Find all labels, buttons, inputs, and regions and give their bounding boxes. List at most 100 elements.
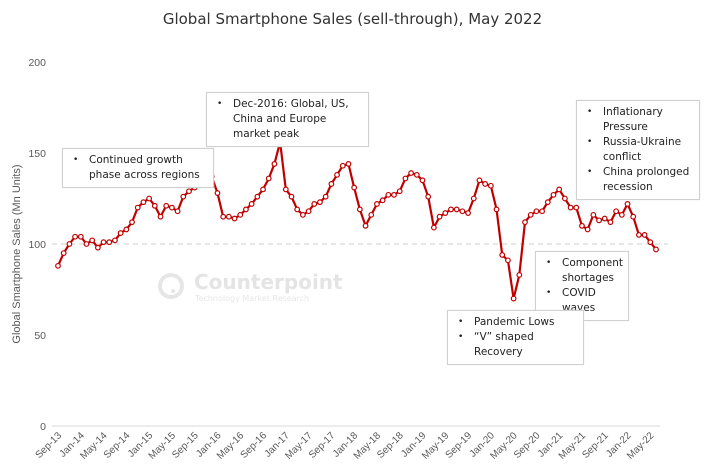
data-point (134, 204, 141, 211)
data-point (527, 211, 534, 218)
data-point (641, 231, 648, 238)
data-point (322, 193, 329, 200)
data-point (550, 191, 557, 198)
data-point (573, 204, 580, 211)
data-point (214, 190, 221, 196)
data-point (544, 199, 551, 206)
annotation-item: Russia-Ukraine conflict (585, 135, 691, 165)
data-point (123, 226, 130, 233)
data-point (237, 211, 244, 218)
y-tick-label: 0 (40, 421, 46, 433)
data-point (436, 213, 443, 220)
data-point (601, 215, 608, 222)
data-point (305, 208, 312, 215)
data-point (180, 193, 187, 200)
data-point (618, 211, 625, 218)
y-axis-label: Global Smartphone Sales (Mn Units) (11, 164, 23, 343)
counterpoint-watermark: Counterpoint Technology Market Research (158, 270, 343, 306)
data-point (499, 252, 506, 258)
data-point (624, 201, 631, 207)
x-tick-label: Sep-16 (239, 430, 270, 461)
data-point (356, 206, 363, 213)
data-point (584, 226, 591, 233)
data-point (231, 215, 238, 222)
data-point (271, 161, 278, 167)
data-point (408, 170, 415, 176)
data-point (653, 246, 659, 253)
annotation-component-shortages: Component shortages COVID waves (535, 251, 629, 321)
data-point (613, 208, 620, 215)
x-tick-label: Sep-19 (444, 430, 475, 461)
x-tick-label: Sep-14 (102, 430, 133, 461)
x-tick-label: Sep-18 (375, 430, 406, 461)
data-point (459, 208, 466, 215)
data-point (225, 213, 232, 220)
data-point (129, 219, 135, 226)
data-point (567, 204, 574, 211)
data-point (482, 181, 489, 187)
data-point (220, 213, 227, 220)
data-point (174, 208, 181, 215)
data-point (607, 219, 614, 226)
data-point (339, 162, 346, 169)
data-point (636, 231, 642, 238)
data-point (470, 195, 477, 202)
data-point (556, 186, 563, 193)
data-point (430, 224, 437, 231)
data-point (453, 206, 460, 213)
data-point (186, 188, 192, 195)
data-point (391, 191, 397, 198)
chart-title: Global Smartphone Sales (sell-through), … (162, 10, 543, 28)
watermark-tagline: Technology Market Research (195, 294, 310, 303)
data-point (288, 193, 295, 200)
data-point (100, 239, 107, 246)
data-point (157, 213, 164, 220)
data-point (419, 177, 426, 184)
data-point (117, 230, 124, 236)
data-point (476, 177, 483, 184)
data-point (299, 211, 306, 218)
data-point (396, 188, 403, 195)
data-point (248, 201, 255, 207)
data-point (505, 257, 511, 264)
annotation-item: Dec-2016: Global, US, China and Europe m… (215, 97, 360, 142)
data-point (385, 191, 392, 198)
data-point (647, 239, 654, 246)
annotation-item: China prolonged recession (585, 165, 691, 195)
annotation-item: Pandemic Lows (456, 315, 575, 330)
data-point (77, 233, 84, 240)
sales-series-line (56, 140, 657, 300)
data-point (334, 171, 340, 178)
data-point (561, 195, 568, 202)
data-point (579, 222, 585, 229)
data-point (596, 217, 602, 224)
data-point (448, 206, 454, 213)
annotation-item: Continued growth phase across regions (71, 153, 205, 183)
y-tick-label: 50 (34, 330, 46, 342)
annotation-item: Inflationary Pressure (585, 105, 691, 135)
data-point (260, 186, 266, 193)
data-point (60, 250, 67, 257)
data-point (106, 239, 113, 246)
data-point (163, 202, 170, 209)
data-point (487, 182, 494, 189)
data-point (328, 181, 335, 187)
data-point (413, 171, 420, 178)
data-point (282, 186, 289, 193)
data-point (140, 199, 147, 206)
data-point (379, 197, 386, 204)
annotation-pandemic-lows: Pandemic Lows “V” shaped Recovery (447, 310, 584, 365)
x-tick-label: Sep-20 (512, 430, 543, 461)
data-point (362, 222, 369, 229)
data-point (345, 161, 352, 167)
data-point (442, 210, 449, 216)
data-point (465, 210, 471, 216)
annotation-dec2016-peak: Dec-2016: Global, US, China and Europe m… (206, 92, 369, 147)
watermark-name: Counterpoint (194, 270, 343, 294)
data-point (630, 213, 637, 220)
data-point (516, 272, 523, 278)
x-tick-label: Sep-17 (307, 430, 338, 461)
data-point (402, 175, 409, 182)
data-point (265, 175, 272, 182)
